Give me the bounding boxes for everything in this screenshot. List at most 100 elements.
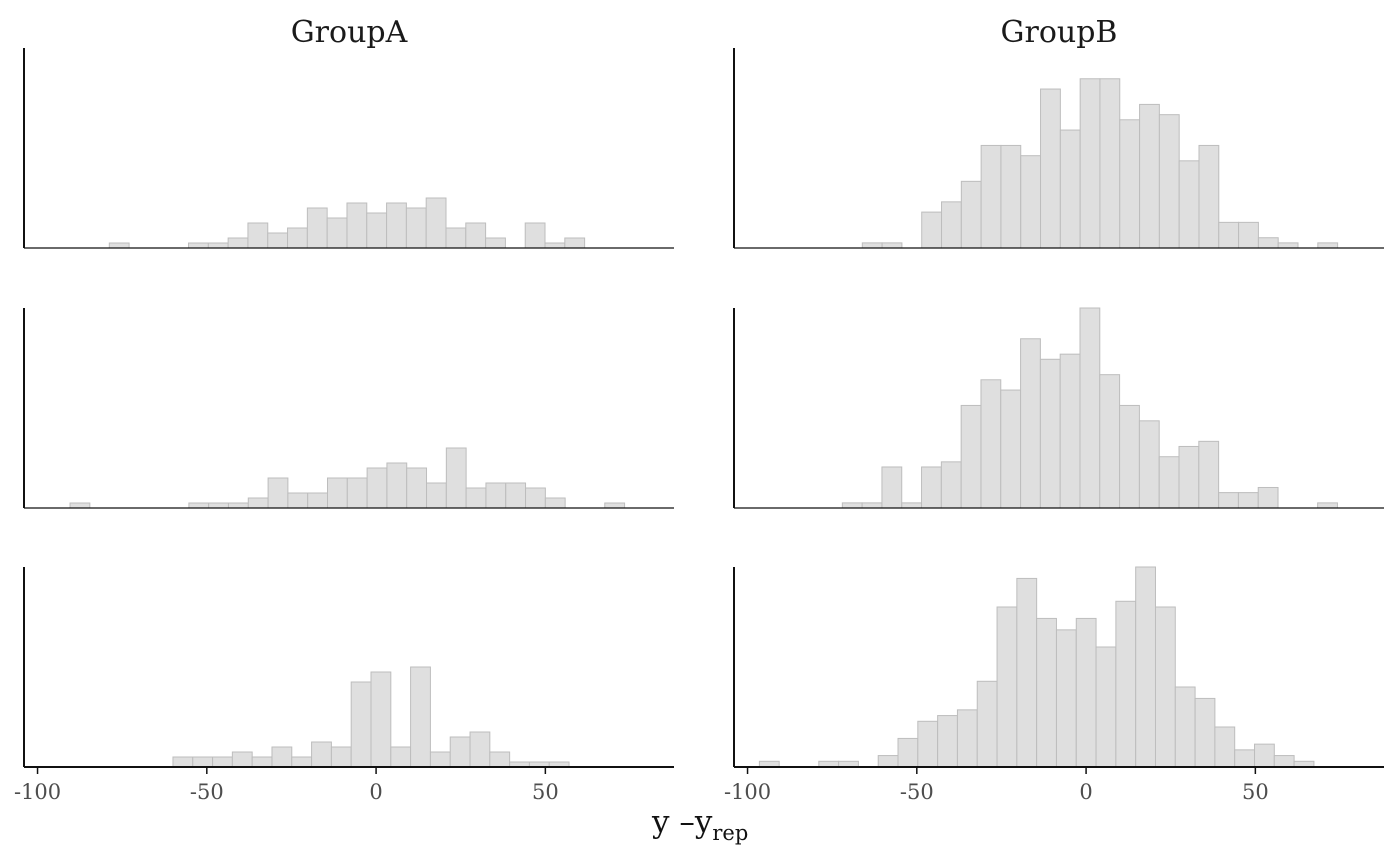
histogram-bar: [69, 502, 91, 509]
histogram-bar: [485, 482, 507, 509]
histogram-bar: [604, 502, 626, 509]
histogram-bar: [1257, 237, 1279, 249]
histogram-bar: [901, 502, 923, 509]
x-tick-label: -50: [190, 780, 224, 804]
histogram-bar: [346, 202, 368, 249]
histogram-bar: [1059, 129, 1081, 249]
panel-3-groupa: [23, 567, 674, 768]
histogram-bar: [1099, 78, 1121, 249]
histogram-bar: [1198, 144, 1220, 249]
histogram-bar: [465, 487, 487, 509]
x-axis-title-main: y –y: [651, 804, 713, 840]
histogram-bar: [267, 477, 289, 509]
panel-1-groupa: [23, 48, 674, 249]
histogram-bar: [425, 197, 447, 249]
histogram-bar: [445, 447, 467, 509]
histogram-bar: [208, 502, 229, 509]
histogram-bar: [188, 242, 209, 249]
histogram-bar: [877, 755, 899, 768]
histogram-bar: [311, 741, 332, 768]
x-tick-label: -100: [724, 780, 771, 804]
histogram-bar: [366, 212, 388, 249]
histogram-bar: [1055, 629, 1077, 768]
histogram-bar: [861, 502, 883, 509]
histogram-bar: [544, 242, 566, 249]
histogram-bar: [1079, 78, 1101, 249]
facet-title-groupa: GroupA: [291, 15, 408, 50]
histogram-bar: [188, 502, 210, 509]
histogram-bar: [960, 180, 982, 249]
facet-title-groupb: GroupB: [1001, 15, 1118, 50]
histogram-bar: [1234, 749, 1255, 768]
histogram-bar: [426, 482, 447, 509]
histogram-bar: [231, 751, 253, 768]
histogram-bar: [247, 497, 269, 509]
histogram-bar: [1036, 617, 1057, 768]
histogram-bar: [386, 202, 407, 249]
histogram-bar: [405, 207, 427, 249]
x-tick-label: 50: [1242, 780, 1269, 804]
histogram-bar: [429, 751, 451, 768]
histogram-bar: [524, 222, 546, 249]
histogram-bar: [327, 477, 348, 509]
histogram-bar: [227, 502, 249, 509]
histogram-bar: [1238, 221, 1259, 249]
histogram-bar: [996, 606, 1018, 768]
histogram-panels: [23, 48, 1384, 768]
histogram-bar: [940, 461, 962, 509]
histogram-bar: [1039, 358, 1061, 509]
x-tick-label: -100: [14, 780, 61, 804]
histogram-bar: [287, 227, 308, 249]
histogram-bar: [1254, 743, 1275, 768]
histogram-bar: [1218, 221, 1240, 249]
histogram-bar: [897, 737, 919, 768]
x-tick-label: 0: [1079, 780, 1092, 804]
histogram-bar: [227, 237, 249, 249]
histogram-bar: [1079, 307, 1101, 509]
histogram-bar: [980, 144, 1002, 249]
histogram-bar: [1138, 420, 1160, 509]
histogram-bar: [1178, 160, 1200, 249]
histogram-bar: [1194, 697, 1216, 768]
histogram-bar: [1218, 492, 1239, 509]
histogram-bar: [1317, 502, 1338, 509]
histogram-bar: [917, 720, 939, 768]
histogram-bar: [505, 482, 527, 509]
histogram-bar: [1095, 646, 1117, 768]
histogram-bar: [881, 242, 903, 249]
histogram-bar: [449, 736, 471, 768]
histogram-bar: [247, 222, 269, 249]
histogram-bar: [350, 681, 372, 768]
histogram-bar: [306, 207, 328, 249]
histogram-bar: [489, 751, 511, 768]
histogram-bar: [1020, 338, 1041, 509]
histogram-bar: [525, 487, 546, 509]
histogram-bar: [251, 756, 273, 768]
histogram-bar: [1000, 144, 1022, 249]
x-axis-title-subscript: rep: [712, 821, 748, 845]
histogram-bar: [366, 467, 388, 509]
histogram-bar: [465, 222, 487, 249]
histogram-bar: [1059, 353, 1081, 509]
histogram-bar: [291, 756, 313, 768]
histogram-bar: [370, 671, 392, 768]
histogram-bar: [881, 466, 903, 509]
histogram-bar: [485, 237, 506, 249]
histogram-bar: [1135, 566, 1156, 768]
panel-2-groupb: [733, 307, 1384, 509]
histogram-bar: [271, 746, 293, 768]
panel-1-groupb: [733, 48, 1384, 249]
histogram-bar: [267, 232, 289, 249]
histogram-bar: [976, 680, 998, 768]
histogram-bar: [841, 502, 863, 509]
histogram-bar: [212, 756, 233, 768]
histogram-bar: [1000, 389, 1022, 509]
histogram-bar: [1237, 492, 1259, 509]
histogram-bar: [1257, 486, 1279, 509]
facet-titles: GroupA GroupB: [291, 15, 1118, 50]
histogram-bar: [330, 746, 352, 768]
histogram-bar: [1119, 119, 1141, 249]
histogram-bar: [1317, 242, 1339, 249]
histogram-bar: [406, 467, 428, 509]
